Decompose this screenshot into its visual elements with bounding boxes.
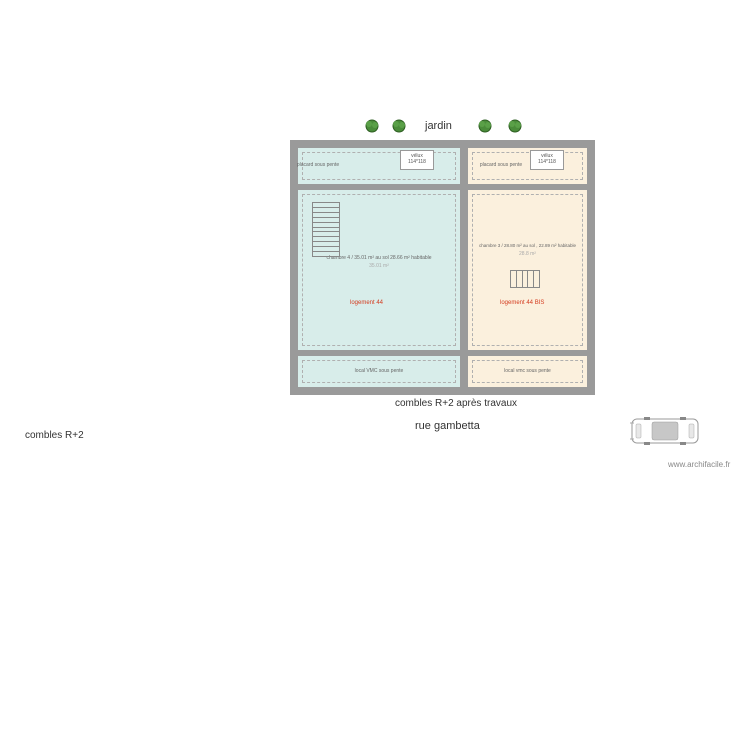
velux-line2: 114*118 [531, 159, 563, 165]
logement-right-label: logement 44 BIS [500, 300, 544, 306]
velux-right: vélux 114*118 [530, 150, 564, 170]
floor-hatch [510, 270, 540, 288]
room-br-label: local vmc sous pente [473, 368, 582, 374]
velux-line2: 114*118 [401, 159, 433, 165]
room-ml-sub: 35.01 m² [303, 263, 455, 269]
velux-left: vélux 114*118 [400, 150, 434, 170]
room-tl-label: placard sous pente [273, 162, 363, 168]
stairs [312, 202, 340, 257]
room-tr-label: placard sous pente [461, 162, 541, 168]
tree [365, 119, 379, 133]
jardin-label: jardin [425, 120, 452, 132]
floor-plan: placard sous pente placard sous pente ch… [290, 140, 595, 395]
room-bl-label: local VMC sous pente [303, 368, 455, 374]
tree [392, 119, 406, 133]
footer-credit: www.archifacile.fr [668, 460, 730, 469]
room-mr-sub: 28.8 m² [473, 251, 582, 257]
car-icon [630, 415, 700, 447]
combles-left-label: combles R+2 [25, 430, 84, 441]
logement-left-label: logement 44 [350, 300, 383, 306]
rue-label: rue gambetta [415, 420, 480, 432]
combles-bottom-label: combles R+2 après travaux [395, 398, 517, 409]
room-mr-label: chambre 3 / 28.80 m² au sol , 22.89 m² h… [473, 243, 582, 248]
tree [478, 119, 492, 133]
tree [508, 119, 522, 133]
